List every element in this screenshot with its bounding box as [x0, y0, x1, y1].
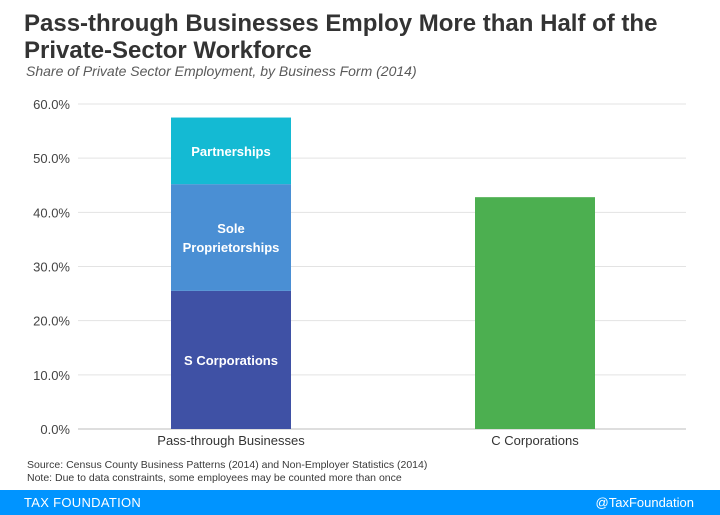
- footer-bar: TAX FOUNDATION @TaxFoundation: [0, 490, 720, 515]
- bar-segment: [171, 117, 291, 185]
- brand-name: TAX FOUNDATION: [24, 495, 142, 510]
- chart-title: Pass-through Businesses Employ More than…: [24, 10, 658, 64]
- y-tick-label: 20.0%: [33, 314, 70, 329]
- chart-subtitle: Share of Private Sector Employment, by B…: [26, 63, 417, 79]
- bar-segment: [475, 197, 595, 429]
- x-tick-label: Pass-through Businesses: [157, 433, 305, 448]
- y-tick-label: 30.0%: [33, 260, 70, 275]
- bar-segment: [171, 290, 291, 429]
- segment-label: Proprietorships: [183, 240, 280, 255]
- y-tick-label: 10.0%: [33, 368, 70, 383]
- twitter-handle: @TaxFoundation: [595, 495, 694, 510]
- segment-label: Partnerships: [191, 144, 270, 159]
- data-note: Note: Due to data constraints, some empl…: [27, 472, 402, 484]
- bar-chart: 0.0% 10.0% 20.0% 30.0% 40.0% 50.0% 60.0% S Corp…: [33, 97, 686, 448]
- y-tick-label: 0.0%: [40, 422, 70, 437]
- segment-label: S Corporations: [184, 353, 278, 368]
- segment-label: Sole: [217, 221, 244, 236]
- source-note: Source: Census County Business Patterns …: [27, 459, 428, 471]
- x-tick-label: C Corporations: [491, 433, 579, 448]
- y-tick-label: 60.0%: [33, 97, 70, 112]
- bar-segment: [171, 184, 291, 291]
- y-tick-label: 40.0%: [33, 205, 70, 220]
- y-tick-label: 50.0%: [33, 151, 70, 166]
